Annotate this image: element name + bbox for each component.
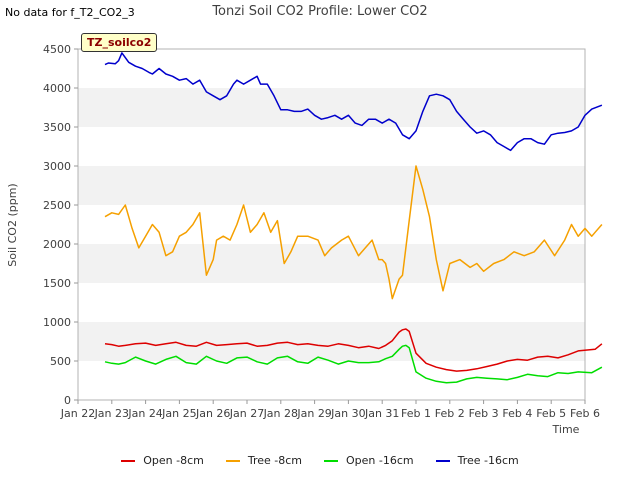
x-tick-label: Feb 2 (435, 407, 465, 420)
x-axis-label: Time (552, 423, 580, 436)
x-tick-label: Jan 25 (161, 407, 196, 420)
grid-band (78, 166, 585, 205)
x-tick-label: Jan 26 (195, 407, 230, 420)
x-tick-label: Jan 28 (263, 407, 298, 420)
series-line-tree-8cm (104, 165, 603, 300)
x-tick-label: Jan 29 (296, 407, 331, 420)
legend-swatch (225, 459, 240, 462)
y-tick-label: 1000 (43, 316, 71, 329)
y-tick-label: 3000 (43, 160, 71, 173)
x-tick-label: Feb 1 (401, 407, 431, 420)
legend-item-open-8cm: Open -8cm (121, 454, 204, 467)
x-tick-label: Feb 3 (469, 407, 499, 420)
legend-label: Tree -16cm (457, 454, 519, 467)
x-tick-label: Jan 23 (94, 407, 129, 420)
grid-band (78, 322, 585, 361)
y-tick-label: 500 (50, 355, 71, 368)
series-line-tree-16cm (104, 52, 603, 152)
plot-area-frame (77, 48, 586, 401)
x-tick-label: Jan 24 (127, 407, 162, 420)
legend-swatch (435, 459, 450, 462)
grid-band (78, 244, 585, 283)
series-lines (104, 52, 603, 384)
x-tick-label: Jan 31 (364, 407, 399, 420)
y-axis-label: Soil CO2 (ppm) (6, 183, 19, 266)
y-tick-label: 4500 (43, 43, 71, 56)
legend-label: Open -8cm (143, 454, 204, 467)
grid-band (78, 88, 585, 127)
y-tick-label: 2500 (43, 199, 71, 212)
series-line-open-16cm (104, 344, 603, 384)
y-tick-label: 0 (64, 394, 71, 407)
x-tick-label: Feb 6 (570, 407, 600, 420)
legend-label: Open -16cm (346, 454, 414, 467)
y-tick-label: 3500 (43, 121, 71, 134)
site-tag-badge: TZ_soilco2 (81, 33, 158, 52)
legend: Open -8cm Tree -8cm Open -16cm Tree -16c… (0, 454, 640, 467)
x-tick-label: Feb 5 (536, 407, 566, 420)
x-tick-label: Jan 27 (229, 407, 264, 420)
x-tick-label: Feb 4 (502, 407, 532, 420)
legend-item-tree-8cm: Tree -8cm (225, 454, 302, 467)
legend-label: Tree -8cm (247, 454, 302, 467)
legend-item-open-16cm: Open -16cm (324, 454, 414, 467)
chart-title: Tonzi Soil CO2 Profile: Lower CO2 (212, 4, 428, 19)
y-axis: 0 500 1000 1500 2000 2500 3000 3500 4000 4500 (43, 43, 78, 407)
x-tick-label: Jan 30 (330, 407, 365, 420)
y-tick-label: 1500 (43, 277, 71, 290)
no-data-note: No data for f_T2_CO2_3 (5, 6, 135, 19)
legend-swatch (121, 459, 136, 462)
y-tick-label: 4000 (43, 82, 71, 95)
x-axis: Jan 22 Jan 23 Jan 24 Jan 25 Jan 26 Jan 27 Jan … (60, 400, 600, 420)
background-bands (78, 88, 585, 361)
legend-item-tree-16cm: Tree -16cm (435, 454, 519, 467)
series-line-open-8cm (104, 328, 603, 372)
y-tick-label: 2000 (43, 238, 71, 251)
legend-swatch (324, 459, 338, 462)
x-tick-label: Jan 22 (60, 407, 95, 420)
